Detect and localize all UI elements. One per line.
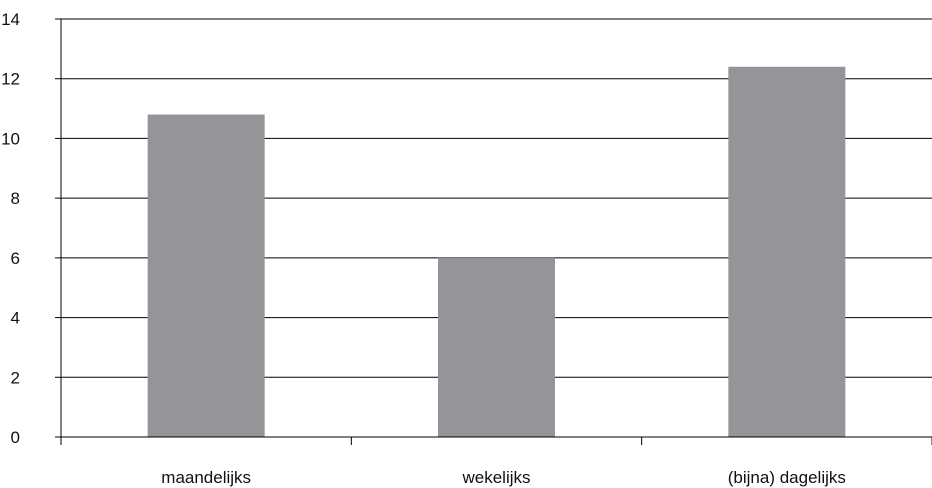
tick-labels: 0 2 4 6 8 10 12 14 maandelijks wekelijks (bijna) d… — [1, 10, 846, 487]
x-tick-label: maandelijks — [161, 468, 251, 487]
y-tick-label: 12 — [1, 70, 20, 89]
y-tick-label: 10 — [1, 129, 20, 148]
bar — [728, 66, 846, 438]
y-tick-label: 0 — [11, 428, 20, 447]
y-tick-label: 6 — [11, 249, 20, 268]
x-tick-label: wekelijks — [461, 468, 530, 487]
bars — [147, 66, 846, 438]
y-tick-label: 8 — [11, 189, 20, 208]
y-tick-label: 2 — [11, 368, 20, 387]
axes — [55, 18, 932, 445]
x-tick-label: (bijna) dagelijks — [728, 468, 846, 487]
y-tick-label: 4 — [11, 309, 20, 328]
bar — [438, 257, 555, 437]
y-tick-label: 14 — [1, 10, 20, 29]
bar — [147, 114, 265, 438]
